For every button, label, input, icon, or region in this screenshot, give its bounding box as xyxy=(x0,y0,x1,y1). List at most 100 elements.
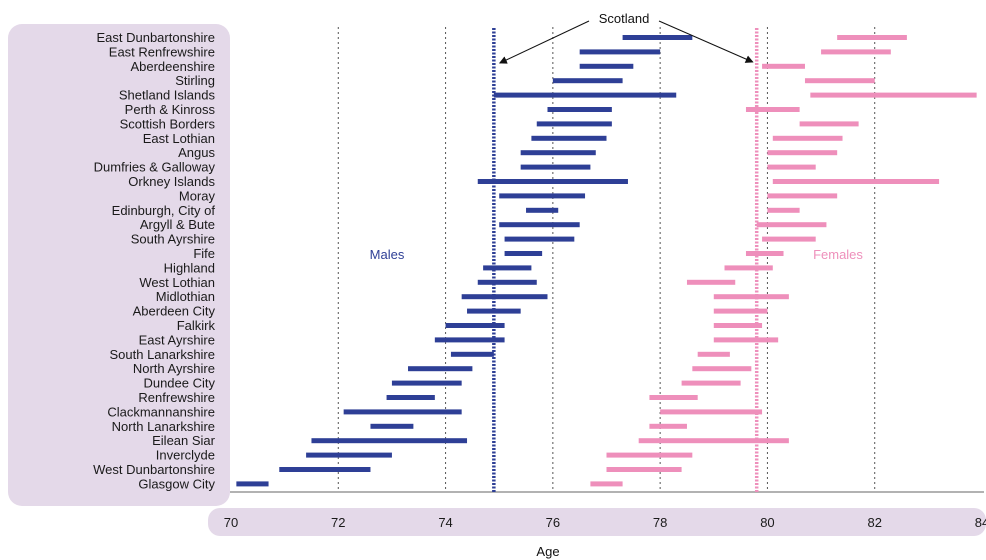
male-bar-perth-kinross xyxy=(547,107,612,112)
category-label-falkirk: Falkirk xyxy=(177,318,216,333)
male-bar-east-dunbartonshire xyxy=(622,35,693,40)
male-bar-midlothian xyxy=(461,294,548,300)
category-label-clackmannanshire: Clackmannanshire xyxy=(107,404,215,419)
category-label-argyll-bute: Argyll & Bute xyxy=(140,217,215,232)
male-bar-glasgow-city xyxy=(236,481,269,487)
female-bar-scottish-borders xyxy=(799,121,859,127)
category-label-north-lanarkshire: North Lanarkshire xyxy=(112,419,215,434)
label-panel xyxy=(8,24,230,506)
series-label-males: Males xyxy=(370,247,405,262)
category-label-fife: Fife xyxy=(193,246,215,261)
female-bar-east-lothian xyxy=(772,135,843,141)
category-label-north-ayrshire: North Ayrshire xyxy=(133,361,215,376)
female-bar-west-lothian xyxy=(686,279,736,285)
scotland-reference-lines xyxy=(492,28,759,492)
female-bar-east-dunbartonshire xyxy=(837,35,907,40)
female-bar-south-ayrshire xyxy=(762,236,816,242)
category-label-west-dunbartonshire: West Dunbartonshire xyxy=(93,462,215,477)
female-bar-argyll-bute xyxy=(756,222,827,228)
x-tick-labels: 70 72 74 76 78 80 82 84 xyxy=(224,515,986,530)
category-label-scottish-borders: Scottish Borders xyxy=(120,116,216,131)
male-bar-south-lanarkshire xyxy=(450,351,494,357)
male-bar-south-ayrshire xyxy=(504,236,575,242)
category-label-east-renfrewshire: East Renfrewshire xyxy=(109,44,215,59)
scotland-arrow-females xyxy=(658,20,754,63)
female-bar-shetland-islands xyxy=(810,92,977,98)
x-tick-label-80: 80 xyxy=(760,515,774,530)
male-bar-north-ayrshire xyxy=(408,366,473,372)
male-bar-north-lanarkshire xyxy=(370,423,414,429)
male-bar-argyll-bute xyxy=(499,222,580,228)
category-label-renfrewshire: Renfrewshire xyxy=(138,390,215,405)
female-bar-edinburgh-city-of xyxy=(767,207,800,213)
category-label-south-ayrshire: South Ayrshire xyxy=(131,232,215,247)
male-bar-falkirk xyxy=(445,323,505,328)
female-bar-aberdeen-city xyxy=(713,308,768,314)
male-bar-aberdeen-city xyxy=(467,308,521,314)
male-bar-stirling xyxy=(552,78,623,84)
female-bar-south-lanarkshire xyxy=(697,351,730,357)
category-label-angus: Angus xyxy=(178,145,215,160)
x-tick-label-72: 72 xyxy=(331,515,345,530)
female-bar-east-ayrshire xyxy=(713,337,779,343)
male-bar-clackmannanshire xyxy=(343,409,462,415)
x-axis-title: Age xyxy=(536,544,559,559)
category-label-stirling: Stirling xyxy=(175,73,215,88)
category-label-east-lothian: East Lothian xyxy=(143,131,215,146)
category-label-dumfries-galloway: Dumfries & Galloway xyxy=(94,160,216,175)
female-bar-east-renfrewshire xyxy=(821,49,891,55)
male-bar-fife xyxy=(504,251,543,256)
male-bar-east-renfrewshire xyxy=(579,49,661,55)
male-bar-west-dunbartonshire xyxy=(279,467,371,472)
x-tick-label-76: 76 xyxy=(546,515,560,530)
x-tick-label-70: 70 xyxy=(224,515,238,530)
scotland-annotation: Scotland xyxy=(599,11,650,26)
female-bar-midlothian xyxy=(713,294,789,300)
male-bar-orkney-islands xyxy=(477,179,628,184)
category-label-south-lanarkshire: South Lanarkshire xyxy=(109,347,215,362)
category-label-orkney-islands: Orkney Islands xyxy=(128,174,215,189)
male-bar-edinburgh-city-of xyxy=(526,207,559,213)
male-bar-moray xyxy=(499,193,586,199)
male-bar-dundee-city xyxy=(391,380,462,386)
female-bar-moray xyxy=(767,193,838,199)
category-label-eilean-siar: Eilean Siar xyxy=(152,433,216,448)
range-bars xyxy=(236,35,977,487)
x-tick-label-82: 82 xyxy=(867,515,881,530)
female-bar-dumfries-galloway xyxy=(767,164,816,170)
female-bar-perth-kinross xyxy=(745,107,800,112)
annotations: Males Females Scotland Age xyxy=(370,11,864,559)
female-bar-north-ayrshire xyxy=(692,366,752,372)
female-bar-orkney-islands xyxy=(772,179,940,184)
male-bar-west-lothian xyxy=(477,279,537,285)
x-tick-label-78: 78 xyxy=(653,515,667,530)
female-bar-highland xyxy=(724,265,773,271)
category-label-perth-kinross: Perth & Kinross xyxy=(125,102,216,117)
x-tick-label-84: 84 xyxy=(975,515,986,530)
female-bar-clackmannanshire xyxy=(660,409,763,415)
female-bar-west-dunbartonshire xyxy=(606,467,682,472)
female-bar-eilean-siar xyxy=(638,438,789,444)
female-bar-aberdeenshire xyxy=(762,63,805,69)
axis-band xyxy=(208,508,986,536)
male-bar-eilean-siar xyxy=(311,438,468,444)
female-bar-north-lanarkshire xyxy=(649,423,687,429)
female-bar-inverclyde xyxy=(606,452,693,458)
category-label-east-dunbartonshire: East Dunbartonshire xyxy=(96,30,215,45)
female-bar-glasgow-city xyxy=(590,481,623,487)
category-label-glasgow-city: Glasgow City xyxy=(138,476,215,491)
male-bar-inverclyde xyxy=(306,452,392,458)
male-bar-east-ayrshire xyxy=(434,337,505,343)
male-bar-angus xyxy=(520,150,596,156)
category-label-highland: Highland xyxy=(164,260,215,275)
category-label-dundee-city: Dundee City xyxy=(143,376,215,391)
female-bar-stirling xyxy=(804,78,875,84)
female-bar-dundee-city xyxy=(681,380,741,386)
female-bar-angus xyxy=(767,150,838,156)
female-bar-fife xyxy=(745,251,784,256)
scotland-arrow-males xyxy=(498,20,590,64)
male-bar-highland xyxy=(483,265,532,271)
category-label-east-ayrshire: East Ayrshire xyxy=(139,332,215,347)
